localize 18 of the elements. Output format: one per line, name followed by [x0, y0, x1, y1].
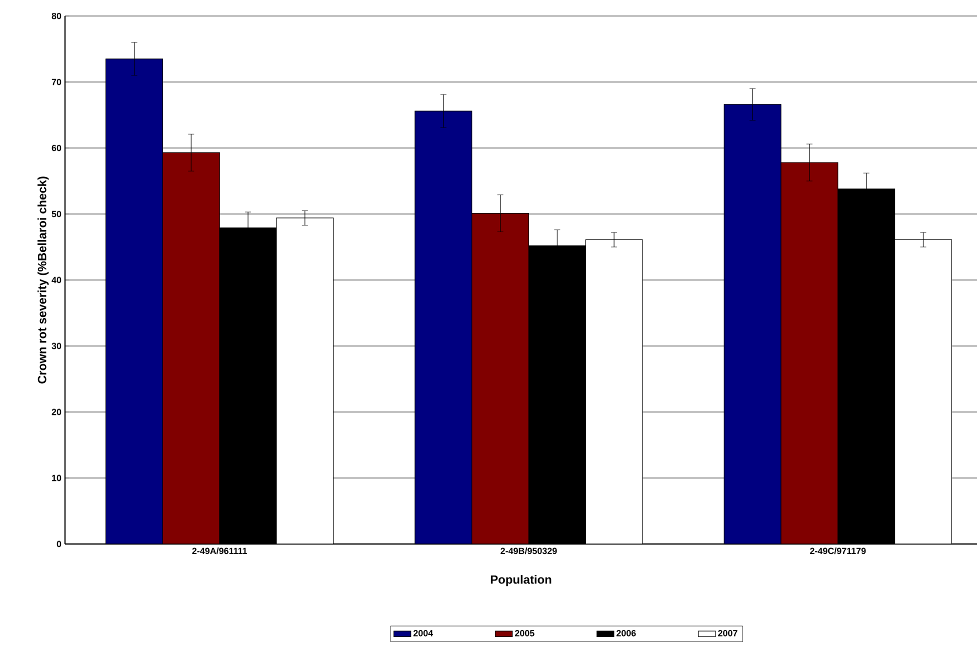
y-tick-label: 0 — [56, 540, 62, 548]
x-tick-label: 2-49B/950329 — [500, 548, 557, 554]
y-tick-label: 30 — [52, 342, 62, 350]
y-tick-label: 10 — [52, 474, 62, 482]
x-tick-label: 2-49A/961111 — [192, 548, 247, 554]
x-axis-title: Population — [490, 575, 552, 586]
y-tick-label: 60 — [52, 144, 62, 152]
y-tick-label: 80 — [52, 12, 62, 20]
legend-label: 2006 — [616, 630, 636, 636]
legend-label: 2004 — [413, 630, 434, 636]
y-tick-label: 40 — [52, 276, 62, 284]
y-tick-label: 50 — [52, 210, 62, 218]
legend-label: 2005 — [514, 630, 534, 636]
y-tick-label: 70 — [52, 78, 62, 86]
y-tick-label: 20 — [52, 408, 62, 416]
x-tick-label: 2-49C/971179 — [810, 548, 866, 554]
y-axis-title: Crown rot severity (%Bellaroi check) — [38, 176, 49, 384]
legend-label: 2007 — [718, 630, 738, 636]
